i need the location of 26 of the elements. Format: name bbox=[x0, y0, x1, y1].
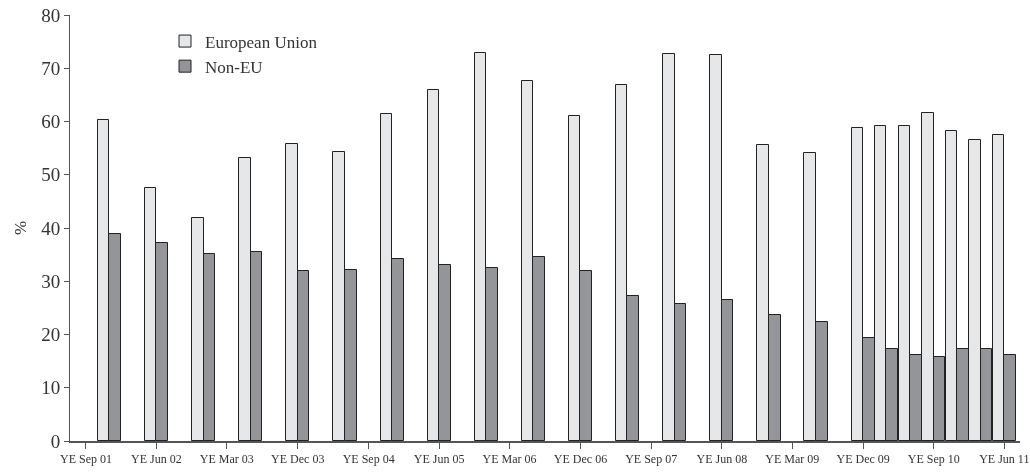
legend-label: Non-EU bbox=[205, 57, 263, 77]
y-axis-title: % bbox=[10, 220, 30, 236]
y-tick-label: 50 bbox=[41, 164, 61, 186]
x-tick-label: YE Dec 09 bbox=[836, 452, 890, 467]
y-tick-label: 70 bbox=[41, 57, 61, 79]
x-tick-label: YE Jun 02 bbox=[131, 452, 182, 467]
x-tick-label: YE Sep 04 bbox=[342, 452, 395, 467]
x-tick-label: YE Sep 01 bbox=[59, 452, 112, 467]
y-tick-label: 20 bbox=[41, 324, 61, 346]
x-tick-label: YE Dec 06 bbox=[553, 452, 608, 467]
legend-label: European Union bbox=[205, 32, 318, 52]
x-tick-label: YE Mar 03 bbox=[199, 452, 254, 467]
x-tick-label: YE Jun 08 bbox=[696, 452, 748, 467]
y-tick-label: 0 bbox=[50, 430, 61, 452]
y-tick-label: 30 bbox=[41, 270, 61, 292]
y-tick-label: 60 bbox=[41, 111, 61, 133]
x-tick-label: YE Mar 09 bbox=[765, 452, 820, 467]
x-tick-label: YE Jun 05 bbox=[413, 452, 465, 467]
x-tick-label: YE Sep 10 bbox=[907, 452, 960, 467]
x-tick-label: YE Jun 11 bbox=[979, 452, 1030, 467]
x-tick-label: YE Mar 06 bbox=[482, 452, 537, 467]
y-tick-label: 80 bbox=[41, 4, 61, 26]
x-tick-label: YE Dec 03 bbox=[271, 452, 325, 467]
y-tick-label: 10 bbox=[41, 377, 61, 399]
y-tick-label: 40 bbox=[41, 217, 61, 239]
x-tick-label: YE Sep 07 bbox=[625, 452, 678, 467]
